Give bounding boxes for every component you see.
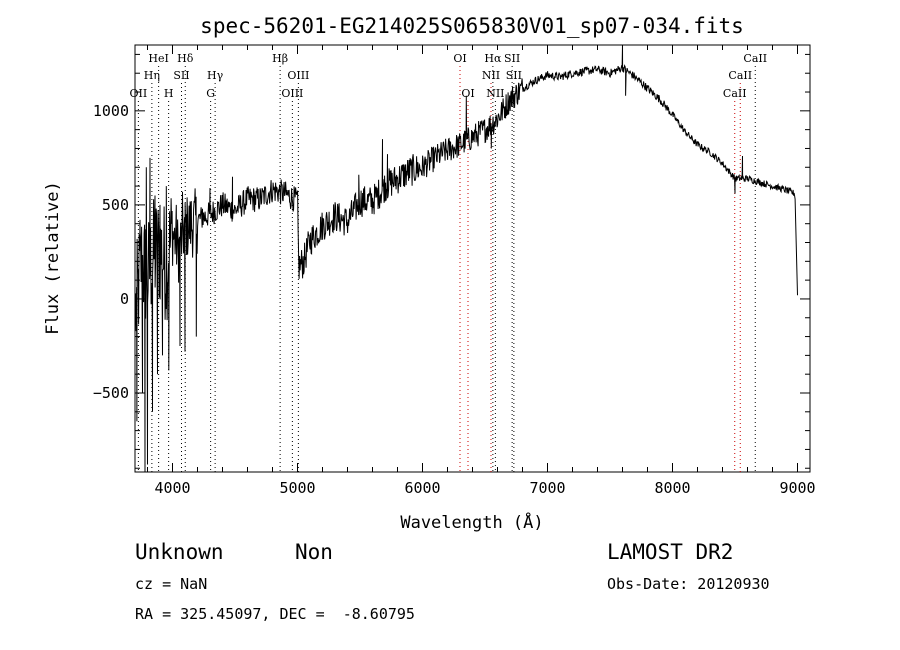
subclass-label: Non <box>295 540 333 564</box>
spectral-line-label: CaII <box>728 69 752 82</box>
coordinates-label: RA = 325.45097, DEC = -8.60795 <box>135 605 415 623</box>
spectral-line-label: SII <box>506 69 522 82</box>
spectral-line-label: HeI <box>148 52 168 65</box>
spectral-line-label: Hδ <box>177 52 194 65</box>
spectral-line-label: OI <box>453 52 466 65</box>
spectral-line-label: SII <box>504 52 520 65</box>
x-tick-label: 4000 <box>154 479 190 497</box>
x-tick-label: 6000 <box>404 479 440 497</box>
spectral-line-label: OII <box>130 87 148 100</box>
plot-frame <box>134 44 811 473</box>
x-tick-label: 8000 <box>654 479 690 497</box>
obs-date-label: Obs-Date: 20120930 <box>607 575 770 593</box>
redshift-label: cz = NaN <box>135 575 208 593</box>
spectral-line-label: G <box>206 87 215 100</box>
class-label: Unknown <box>135 540 224 564</box>
spectral-line-label: CaII <box>723 87 747 100</box>
x-tick-label: 5000 <box>279 479 315 497</box>
spectral-line-label: Hη <box>144 69 160 82</box>
spectral-line-label: NII <box>486 87 504 100</box>
y-tick-label: 0 <box>120 290 129 308</box>
spectral-line-label: H <box>164 87 174 100</box>
spectral-line-label: OIII <box>281 87 303 100</box>
spectral-line-label: Hβ <box>272 52 288 65</box>
survey-label: LAMOST DR2 <box>607 540 734 564</box>
spectrum-chart: spec-56201-EG214025S065830V01_sp07-034.f… <box>43 14 816 533</box>
spectrum-line <box>135 44 798 473</box>
y-tick-label: −500 <box>93 384 129 402</box>
marker-lines <box>137 66 756 472</box>
y-tick-label: 500 <box>102 196 129 214</box>
spectral-line-label: SII <box>173 69 189 82</box>
y-axis-label: Flux (relative) <box>43 181 63 335</box>
x-tick-label: 7000 <box>529 479 565 497</box>
x-tick-label: 9000 <box>779 479 815 497</box>
spectral-line-label: OIII <box>287 69 309 82</box>
spectral-line-label: NII <box>482 69 500 82</box>
spectral-line-label: CaII <box>743 52 767 65</box>
chart-title: spec-56201-EG214025S065830V01_sp07-034.f… <box>200 14 744 38</box>
spectral-line-label: Hγ <box>207 69 224 82</box>
axis-ticks: 4000 5000 6000 7000 8000 9000 −500 0 500 1000 <box>93 45 816 497</box>
y-tick-label: 1000 <box>93 102 129 120</box>
spectral-line-label: Hα <box>484 52 502 65</box>
spectral-line-label: OI <box>461 87 474 100</box>
x-axis-label: Wavelength (Å) <box>400 511 543 533</box>
